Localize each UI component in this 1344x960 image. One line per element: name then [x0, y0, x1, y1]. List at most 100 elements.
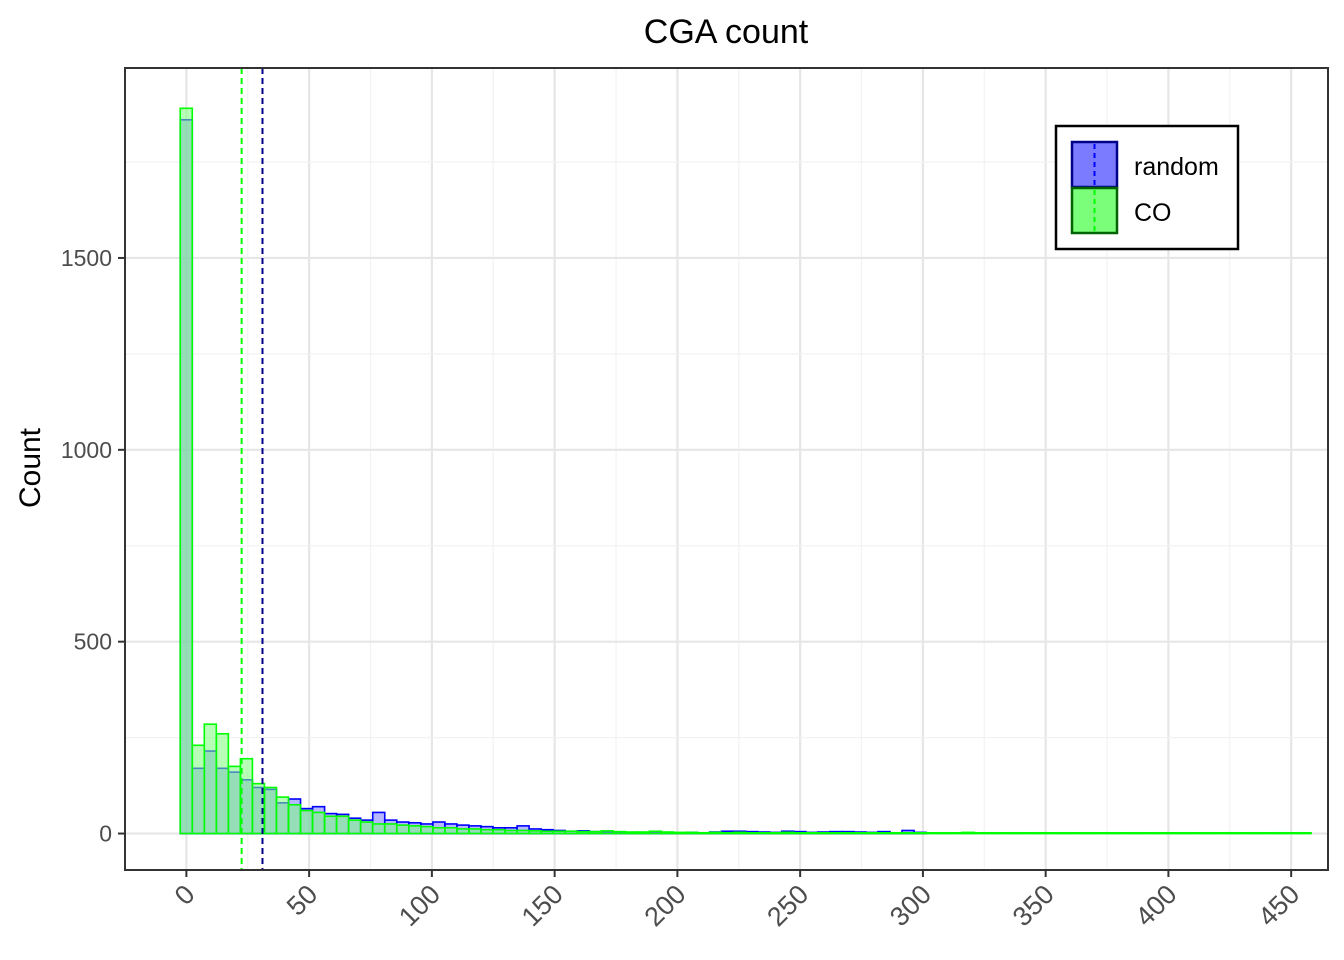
co-bar: [432, 826, 446, 835]
co-bar: [564, 830, 579, 835]
co-bar: [925, 831, 939, 835]
co-bar: [732, 831, 747, 835]
co-bar: [949, 831, 963, 835]
x-tick-label: 300: [884, 879, 937, 932]
co-bar: [444, 826, 458, 835]
co-bar: [937, 831, 951, 835]
co-bar: [420, 825, 434, 835]
co-bar: [684, 831, 699, 835]
co-bar: [383, 823, 398, 835]
chart-title: CGA count: [644, 13, 809, 51]
co-bar: [227, 765, 242, 835]
co-bar: [287, 803, 302, 835]
co-bar: [263, 786, 278, 835]
co-bar: [516, 829, 530, 835]
x-tick-label: 450: [1252, 879, 1305, 932]
co-bar: [841, 831, 855, 835]
co-bar: [1298, 831, 1312, 835]
co-bar: [395, 824, 410, 835]
co-bar: [1093, 831, 1108, 835]
co-bar: [901, 831, 915, 835]
x-tick-label: 250: [761, 879, 814, 932]
co-bar: [1045, 831, 1060, 835]
co-bar: [877, 831, 891, 835]
legend-label-random: random: [1134, 153, 1219, 181]
co-bar: [311, 811, 326, 835]
co-bar: [540, 830, 554, 835]
x-tick-label: 0: [169, 879, 201, 911]
y-axis-label: Count: [14, 427, 47, 508]
co-bar: [829, 831, 843, 835]
co-bar: [985, 831, 1000, 835]
co-bar: [600, 830, 615, 835]
co-bar: [1069, 831, 1084, 835]
co-bar: [1238, 831, 1252, 835]
co-bar: [1177, 831, 1192, 835]
co-bar: [215, 732, 230, 835]
co-bar: [359, 821, 374, 835]
co-bar: [588, 830, 603, 835]
co-bar: [708, 831, 723, 835]
plot-panel-border: [124, 67, 1329, 871]
x-tick-label: 50: [281, 879, 323, 921]
co-bar: [1226, 831, 1240, 835]
co-bar: [636, 831, 651, 835]
x-tick-label: 400: [1130, 879, 1183, 932]
co-bar: [804, 831, 819, 835]
co-bar: [1129, 831, 1144, 835]
co-bar: [1214, 831, 1228, 835]
co-bar: [179, 107, 194, 835]
co-bar: [203, 723, 218, 835]
co-bar: [1057, 831, 1072, 835]
x-axis: 0 50 100 150 200 250 300 350 400 450: [169, 870, 1305, 932]
mean-lines: [240, 68, 264, 870]
co-bar: [408, 825, 422, 835]
co-bar: [913, 831, 927, 835]
co-bar: [191, 744, 206, 835]
co-bar: [672, 831, 687, 835]
co-bar: [720, 831, 735, 835]
co-bar: [792, 831, 807, 835]
series-random-bars: [179, 119, 927, 835]
co-bar: [1274, 831, 1288, 835]
co-bar: [1141, 831, 1156, 835]
co-bar: [817, 831, 831, 835]
co-bar: [1021, 831, 1036, 835]
legend-label-co: CO: [1134, 199, 1172, 227]
co-bar: [1033, 831, 1048, 835]
y-axis: 0 500 1000 1500: [61, 245, 125, 847]
y-tick-label: 500: [74, 629, 112, 655]
co-bar: [973, 831, 988, 835]
co-bar: [1081, 831, 1096, 835]
co-bar: [576, 830, 591, 835]
co-bar: [492, 828, 506, 835]
legend-key-co: [1070, 186, 1119, 235]
x-tick-label: 150: [516, 879, 569, 932]
co-bar: [1117, 831, 1132, 835]
co-bar: [889, 831, 903, 835]
co-bar: [1165, 831, 1180, 835]
co-bar: [1250, 831, 1264, 835]
co-bar: [768, 831, 783, 835]
co-bar: [1009, 831, 1024, 835]
grid: [124, 68, 1328, 870]
co-bar: [648, 830, 663, 835]
co-bar: [347, 819, 362, 835]
co-bar: [780, 831, 795, 835]
x-tick-label: 200: [639, 879, 692, 932]
co-bar: [299, 809, 314, 835]
co-bar: [961, 831, 976, 835]
co-bar: [853, 831, 867, 835]
co-bar: [1286, 831, 1300, 835]
co-bar: [528, 830, 542, 835]
co-bar: [660, 831, 675, 835]
co-bar: [1105, 831, 1120, 835]
co-bar: [624, 831, 639, 835]
co-bar: [275, 796, 290, 835]
co-bar: [456, 828, 470, 835]
co-bar: [1201, 831, 1216, 835]
legend-key-random: [1070, 140, 1119, 189]
y-tick-label: 0: [99, 821, 112, 847]
co-bar: [552, 830, 566, 835]
